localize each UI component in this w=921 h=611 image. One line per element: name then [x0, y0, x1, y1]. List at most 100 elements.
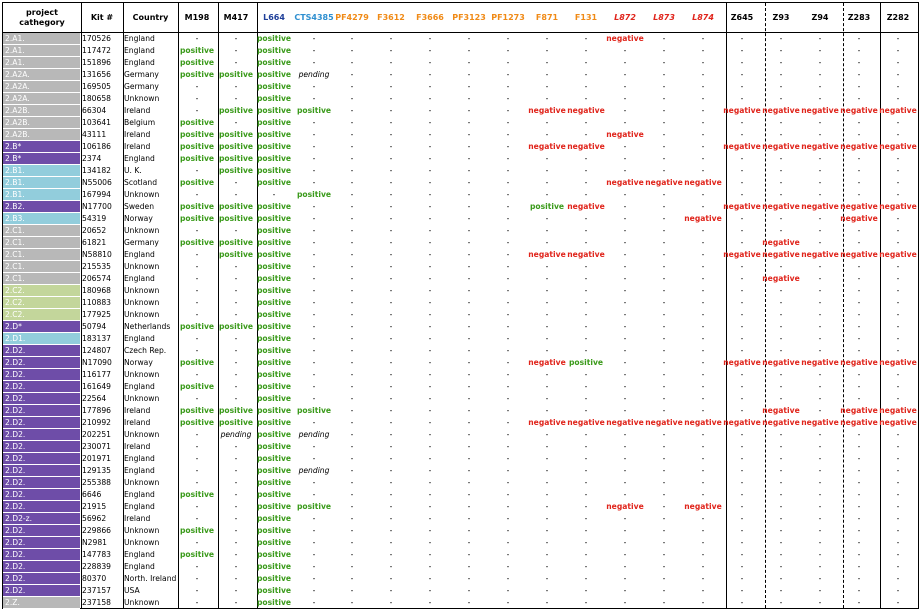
result-cell-z93: - [779, 562, 783, 571]
result-cell-f3612: - [389, 430, 393, 439]
result-cell-l664: positive [256, 58, 292, 67]
result-cell-pf3123: - [467, 574, 471, 583]
result-cell-l874: - [701, 322, 705, 331]
result-cell-l872: - [623, 118, 627, 127]
result-cell-l873: - [662, 406, 666, 415]
result-cell-l872: negative [606, 418, 644, 427]
country-cell: Ireland [124, 514, 151, 523]
result-cell-m417: - [234, 334, 238, 343]
result-cell-m198: - [195, 466, 199, 475]
result-cell-m417: - [234, 490, 238, 499]
result-cell-z93: negative [762, 202, 800, 211]
result-cell-pf1273: - [506, 250, 510, 259]
result-cell-l664: positive [256, 274, 292, 283]
result-cell-f3666: - [428, 382, 432, 391]
result-cell-z645: negative [723, 106, 761, 115]
result-cell-m417: - [234, 550, 238, 559]
header-marker-z282: Z282 [886, 12, 910, 22]
result-cell-z645: - [740, 178, 744, 187]
result-cell-z93: - [779, 154, 783, 163]
result-cell-cts4385: - [312, 178, 316, 187]
table-row: 2.D2. 6646 England positive - positive - - - - - - -… [3, 489, 918, 501]
result-cell-z283: negative [840, 406, 878, 415]
category-cell: 2.D2. [3, 501, 80, 513]
result-cell-l664: positive [256, 442, 292, 451]
result-cell-f3612: - [389, 82, 393, 91]
result-cell-z645: - [740, 274, 744, 283]
result-cell-l874: - [701, 190, 705, 199]
result-cell-l874: - [701, 286, 705, 295]
result-cell-m198: positive [179, 118, 215, 127]
country-cell: Germany [124, 82, 159, 91]
result-cell-z645: negative [723, 202, 761, 211]
category-cell: 2.B* [3, 141, 80, 153]
result-cell-f3666: - [428, 586, 432, 595]
kit-cell: 116177 [82, 370, 111, 379]
result-cell-f871: - [545, 46, 549, 55]
result-cell-f131: - [584, 382, 588, 391]
result-cell-f871: - [545, 226, 549, 235]
kit-cell: 167994 [82, 190, 111, 199]
result-cell-pf4279: - [350, 58, 354, 67]
result-cell-z283: - [857, 274, 861, 283]
result-cell-l873: - [662, 598, 666, 607]
result-cell-l873: - [662, 34, 666, 43]
kit-cell: 229866 [82, 526, 111, 535]
result-cell-l872: - [623, 430, 627, 439]
result-cell-l872: negative [606, 502, 644, 511]
result-cell-pf4279: - [350, 562, 354, 571]
result-cell-cts4385: - [312, 538, 316, 547]
kit-cell: 180968 [82, 286, 111, 295]
result-cell-pf4279: - [350, 334, 354, 343]
kit-cell: 80370 [82, 574, 107, 583]
result-cell-pf1273: - [506, 190, 510, 199]
result-cell-z283: - [857, 46, 861, 55]
result-cell-f131: - [584, 454, 588, 463]
result-cell-z283: - [857, 478, 861, 487]
result-cell-l873: - [662, 430, 666, 439]
country-cell: Ireland [124, 418, 151, 427]
result-cell-z93: - [779, 130, 783, 139]
result-cell-f3612: - [389, 478, 393, 487]
result-cell-z93: - [779, 550, 783, 559]
result-cell-m198: - [195, 370, 199, 379]
header-marker-z645: Z645 [730, 12, 754, 22]
result-cell-l874: - [701, 130, 705, 139]
result-cell-z645: - [740, 394, 744, 403]
result-cell-l873: - [662, 358, 666, 367]
result-cell-pf1273: - [506, 178, 510, 187]
result-cell-cts4385: positive [296, 106, 332, 115]
result-cell-z645: - [740, 454, 744, 463]
result-cell-f871: negative [528, 142, 566, 151]
result-cell-z94: - [818, 382, 822, 391]
result-cell-pf3123: - [467, 334, 471, 343]
result-cell-m198: - [195, 310, 199, 319]
result-cell-z94: negative [801, 358, 839, 367]
result-cell-l664: positive [256, 286, 292, 295]
result-cell-l664: positive [256, 262, 292, 271]
result-cell-pf4279: - [350, 106, 354, 115]
result-cell-m417: positive [218, 166, 254, 175]
country-cell: England [124, 466, 155, 475]
table-row: 2.C1. 61821 Germany positive positive positiv… [3, 237, 918, 249]
result-cell-m417: positive [218, 130, 254, 139]
result-cell-z283: - [857, 454, 861, 463]
result-cell-m198: - [195, 586, 199, 595]
result-cell-f131: - [584, 34, 588, 43]
result-cell-cts4385: - [312, 310, 316, 319]
header-marker-l874: L874 [692, 12, 714, 22]
result-cell-f3612: - [389, 514, 393, 523]
result-cell-l874: - [701, 430, 705, 439]
result-cell-f3612: - [389, 250, 393, 259]
result-cell-l872: - [623, 394, 627, 403]
result-cell-m417: positive [218, 418, 254, 427]
result-cell-pf1273: - [506, 382, 510, 391]
result-cell-z94: - [818, 286, 822, 295]
result-cell-z93: - [779, 574, 783, 583]
result-cell-l664: positive [256, 574, 292, 583]
result-cell-f131: - [584, 346, 588, 355]
result-cell-f3666: - [428, 538, 432, 547]
result-cell-l874: - [701, 250, 705, 259]
column-divider [81, 3, 82, 608]
result-cell-l872: - [623, 346, 627, 355]
